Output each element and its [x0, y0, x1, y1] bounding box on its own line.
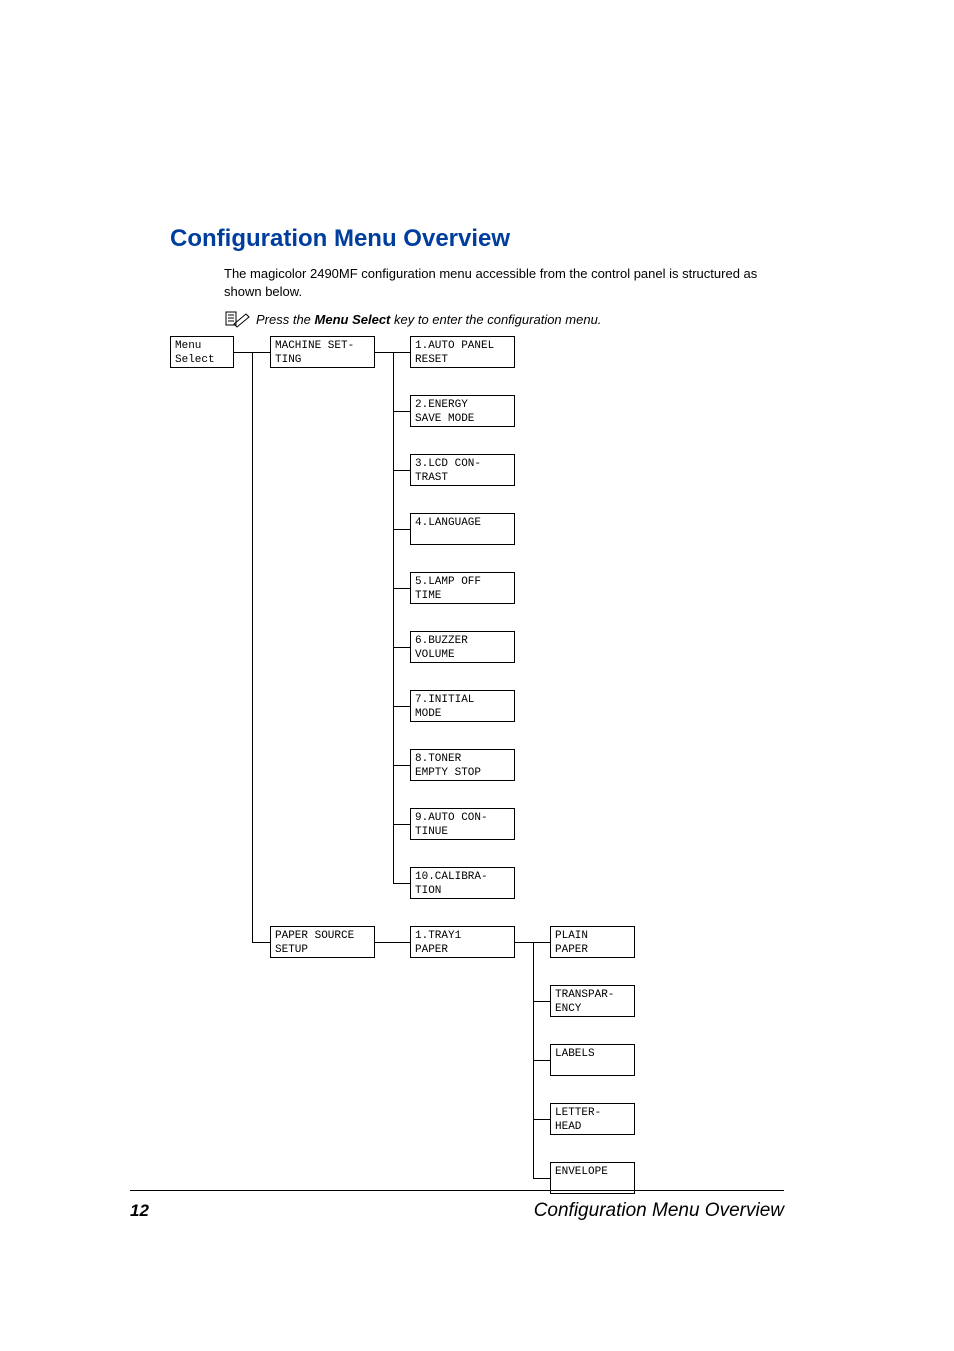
note-bold: Menu Select	[315, 312, 391, 327]
connector	[252, 352, 253, 942]
connector	[393, 824, 411, 825]
menu-m9: 9.AUTO CON- TINUE	[410, 808, 515, 840]
connector	[533, 1178, 551, 1179]
menu-machine-setting: MACHINE SET- TING	[270, 336, 375, 368]
note-text: Press the Menu Select key to enter the c…	[256, 312, 601, 327]
connector	[393, 352, 411, 353]
connector	[393, 352, 394, 883]
menu-m10: 10.CALIBRA- TION	[410, 867, 515, 899]
page-number: 12	[130, 1201, 149, 1221]
connector	[375, 942, 410, 943]
note-icon	[224, 310, 250, 328]
connector	[393, 529, 411, 530]
footer-title: Configuration Menu Overview	[534, 1200, 784, 1222]
connector	[393, 588, 411, 589]
connector	[533, 1060, 551, 1061]
note-row: Press the Menu Select key to enter the c…	[224, 310, 784, 328]
menu-root: Menu Select	[170, 336, 234, 368]
menu-m6: 6.BUZZER VOLUME	[410, 631, 515, 663]
menu-m5: 5.LAMP OFF TIME	[410, 572, 515, 604]
page-title: Configuration Menu Overview	[170, 225, 784, 253]
connector	[393, 706, 411, 707]
paper-type-p2: TRANSPAR- ENCY	[550, 985, 635, 1017]
menu-tree: Menu Select MACHINE SET- TING 1.AUTO PANEL…	[170, 336, 784, 1156]
connector	[533, 942, 551, 943]
connector	[533, 942, 534, 1178]
connector	[393, 765, 411, 766]
paper-type-p1: PLAIN PAPER	[550, 926, 635, 958]
menu-m4: 4.LANGUAGE	[410, 513, 515, 545]
menu-paper-source: PAPER SOURCE SETUP	[270, 926, 375, 958]
paper-type-p3: LABELS	[550, 1044, 635, 1076]
paper-type-p4: LETTER- HEAD	[550, 1103, 635, 1135]
connector	[393, 411, 411, 412]
menu-tray1: 1.TRAY1 PAPER	[410, 926, 515, 958]
connector	[393, 470, 411, 471]
footer: 12 Configuration Menu Overview	[130, 1200, 784, 1222]
connector	[393, 647, 411, 648]
menu-m1: 1.AUTO PANEL RESET	[410, 336, 515, 368]
connector	[252, 942, 270, 943]
menu-m7: 7.INITIAL MODE	[410, 690, 515, 722]
connector	[393, 883, 411, 884]
intro-text: The magicolor 2490MF configuration menu …	[224, 265, 784, 300]
connector	[533, 1119, 551, 1120]
footer-line	[130, 1190, 784, 1191]
note-suffix: key to enter the configuration menu.	[390, 312, 601, 327]
menu-m3: 3.LCD CON- TRAST	[410, 454, 515, 486]
menu-m2: 2.ENERGY SAVE MODE	[410, 395, 515, 427]
note-prefix: Press the	[256, 312, 315, 327]
menu-m8: 8.TONER EMPTY STOP	[410, 749, 515, 781]
connector	[533, 1001, 551, 1002]
